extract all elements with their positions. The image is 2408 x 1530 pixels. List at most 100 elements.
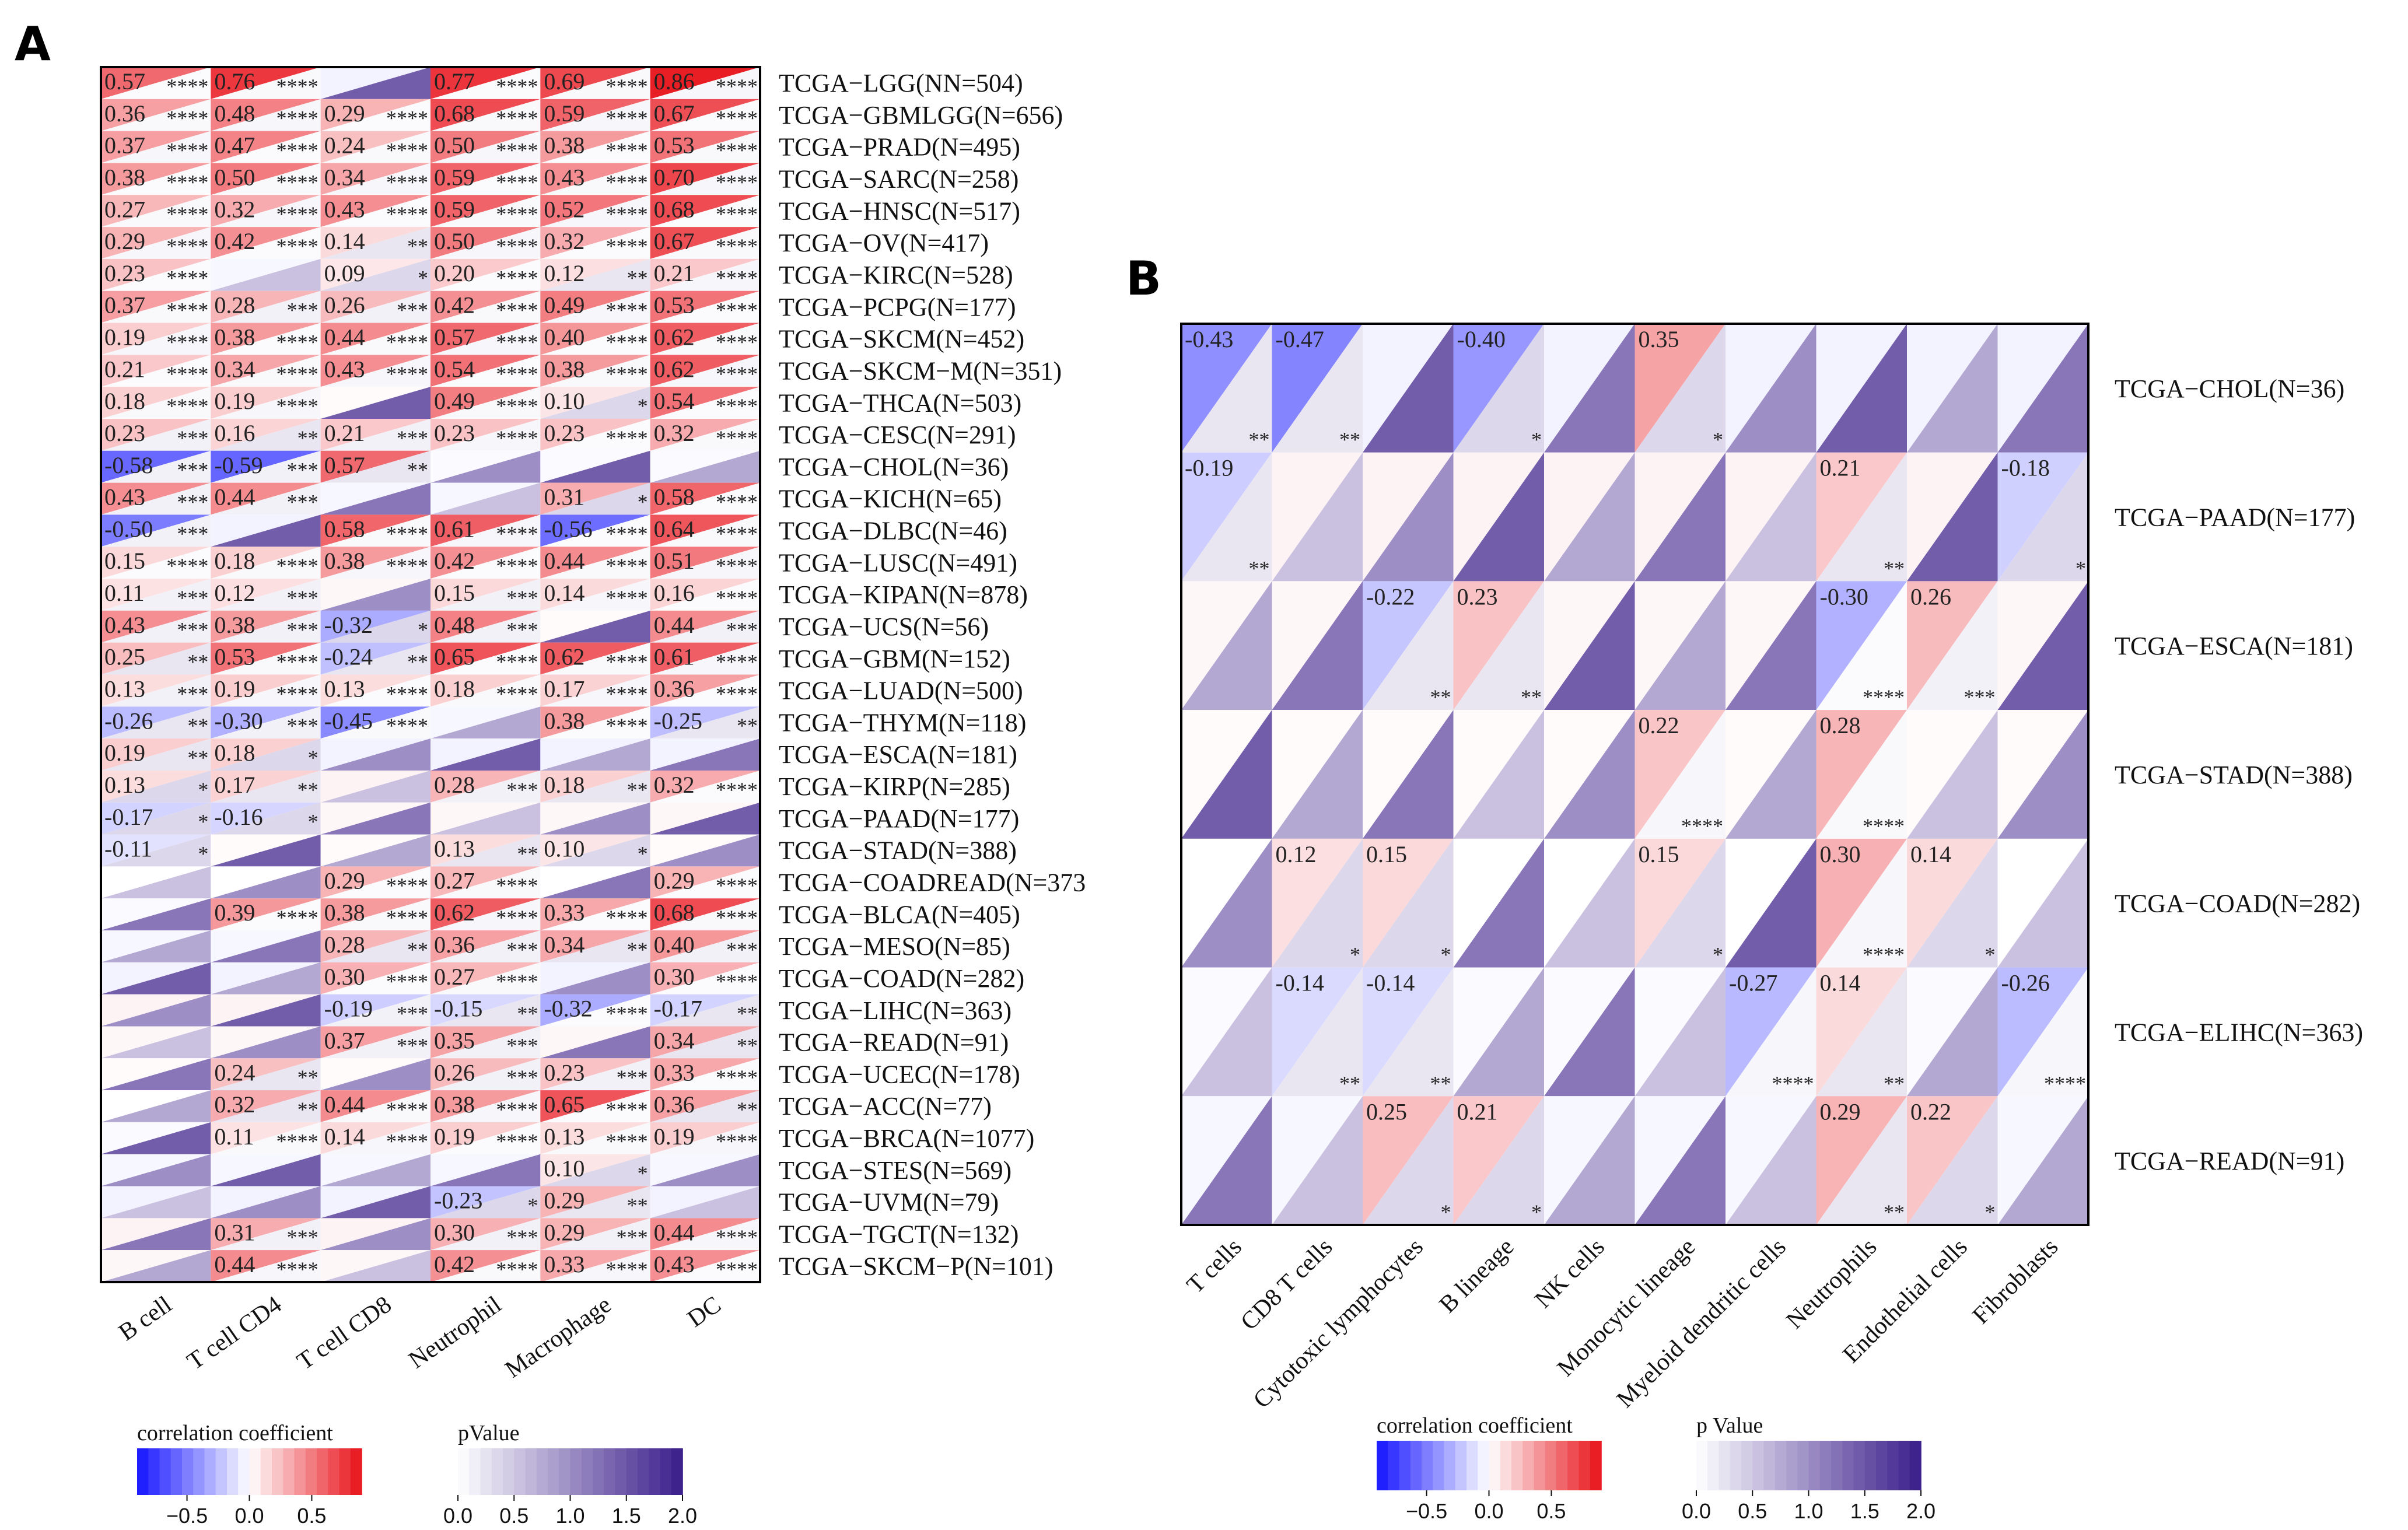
corr-triangle [540, 579, 650, 611]
pvalue-triangle [211, 962, 321, 995]
cell-value-label: 0.53 [214, 644, 255, 670]
pvalue-triangle [1907, 324, 1998, 453]
significance-stars: **** [276, 202, 318, 226]
row-label: TCGA−UVM(N=79) [779, 1188, 999, 1217]
heatmap-cell: 0.21 **** [650, 258, 760, 291]
row-label: TCGA−LUAD(N=500) [779, 677, 1023, 705]
heatmap-cell: 0.69 **** [540, 67, 650, 99]
corr-triangle [650, 802, 760, 835]
heatmap-cell: 0.25 ** [101, 642, 211, 675]
heatmap-cell: 0.48 **** [211, 99, 321, 131]
pvalue-triangle [211, 994, 321, 1027]
heatmap-cell [101, 1090, 211, 1122]
corr-triangle [430, 258, 541, 291]
cell-value-label: 0.29 [544, 1219, 584, 1245]
pvalue-triangle [211, 1090, 321, 1122]
legend-swatch [305, 1448, 317, 1495]
corr-triangle [320, 131, 430, 163]
corr-triangle [320, 898, 430, 931]
cell-value-label: 0.13 [104, 676, 145, 702]
pvalue-triangle [101, 1090, 211, 1122]
pvalue-triangle [430, 355, 541, 387]
significance-stars: **** [496, 299, 538, 322]
corr-triangle [430, 1186, 541, 1219]
corr-triangle [101, 738, 211, 771]
cell-value-label: 0.11 [104, 580, 145, 606]
heatmap-cell [1363, 324, 1454, 453]
legend-swatch [1534, 1441, 1546, 1490]
pvalue-triangle [320, 1154, 430, 1186]
heatmap-cell [101, 962, 211, 995]
heatmap-cell: 0.22 * [1907, 1096, 1998, 1225]
corr-triangle [101, 195, 211, 227]
cell-value-label: 0.57 [104, 68, 145, 94]
significance-stars: **** [166, 267, 208, 290]
cell-value-label: -0.11 [104, 836, 152, 862]
column-label: Macrophage [501, 1291, 616, 1384]
significance-stars: **** [496, 234, 538, 258]
significance-stars: *** [177, 618, 208, 642]
corr-triangle [1363, 324, 1454, 453]
cell-value-label: -0.40 [1457, 326, 1506, 352]
corr-triangle [211, 1218, 321, 1251]
pvalue-triangle [650, 994, 760, 1027]
legend-title: correlation coefficient [137, 1421, 333, 1445]
significance-stars: * [418, 618, 428, 642]
corr-triangle [211, 674, 321, 707]
corr-triangle [650, 99, 760, 131]
significance-stars: ** [1884, 556, 1905, 580]
pvalue-triangle [430, 323, 541, 355]
pvalue-triangle [211, 706, 321, 739]
pvalue-triangle [320, 387, 430, 419]
corr-triangle [540, 770, 650, 803]
heatmap-cell: -0.45 **** [320, 706, 430, 739]
significance-stars: **** [386, 682, 428, 705]
legend-swatch [272, 1448, 284, 1495]
heatmap-cell [1726, 452, 1817, 582]
cell-value-label: 0.36 [434, 932, 475, 958]
heatmap-cell [101, 1026, 211, 1059]
cell-value-label: 0.64 [654, 516, 695, 542]
heatmap-cell: 0.24 ** [211, 1058, 321, 1091]
legend-title: p Value [1696, 1413, 1763, 1438]
corr-triangle [101, 482, 211, 515]
row-label: TCGA−SARC(N=258) [779, 165, 1019, 194]
pvalue-triangle [211, 323, 321, 355]
pvalue-triangle [430, 450, 541, 483]
heatmap-cell [650, 1154, 760, 1186]
pvalue-triangle [211, 67, 321, 99]
pvalue-triangle [101, 994, 211, 1027]
pvalue-triangle [320, 227, 430, 259]
corr-triangle [430, 1058, 541, 1091]
row-label: TCGA−COAD(N=282) [2115, 890, 2360, 918]
row-label: TCGA−COAD(N=282) [779, 964, 1024, 993]
pvalue-triangle [1453, 967, 1544, 1097]
corr-triangle [211, 547, 321, 579]
cell-value-label: 0.49 [544, 292, 584, 318]
significance-stars: ** [1884, 1072, 1905, 1095]
legend-swatch [1730, 1441, 1742, 1490]
corr-triangle [211, 1250, 321, 1282]
pvalue-triangle [1726, 838, 1817, 968]
corr-triangle [211, 514, 321, 547]
cell-value-label: 0.23 [104, 420, 145, 446]
heatmap-cell: 0.31 * [540, 482, 650, 515]
heatmap-cell: 0.16 ** [211, 418, 321, 451]
pvalue-triangle [1997, 710, 2088, 839]
pvalue-triangle [1181, 838, 1272, 968]
heatmap-cell [1453, 967, 1544, 1097]
corr-triangle [101, 579, 211, 611]
heatmap-cell [1997, 1096, 2088, 1225]
legend-swatch [1898, 1441, 1910, 1490]
corr-triangle [1181, 452, 1272, 582]
significance-stars: **** [716, 330, 758, 353]
cell-value-label: 0.36 [654, 1091, 695, 1118]
corr-triangle [1544, 1096, 1635, 1225]
heatmap-cell [320, 1186, 430, 1219]
corr-triangle [1634, 581, 1726, 710]
heatmap-cell [101, 930, 211, 962]
cell-value-label: 0.43 [654, 1251, 695, 1277]
corr-triangle [540, 131, 650, 163]
row-label: TCGA−TGCT(N=132) [779, 1220, 1019, 1248]
heatmap-cell: 0.43 **** [320, 355, 430, 387]
